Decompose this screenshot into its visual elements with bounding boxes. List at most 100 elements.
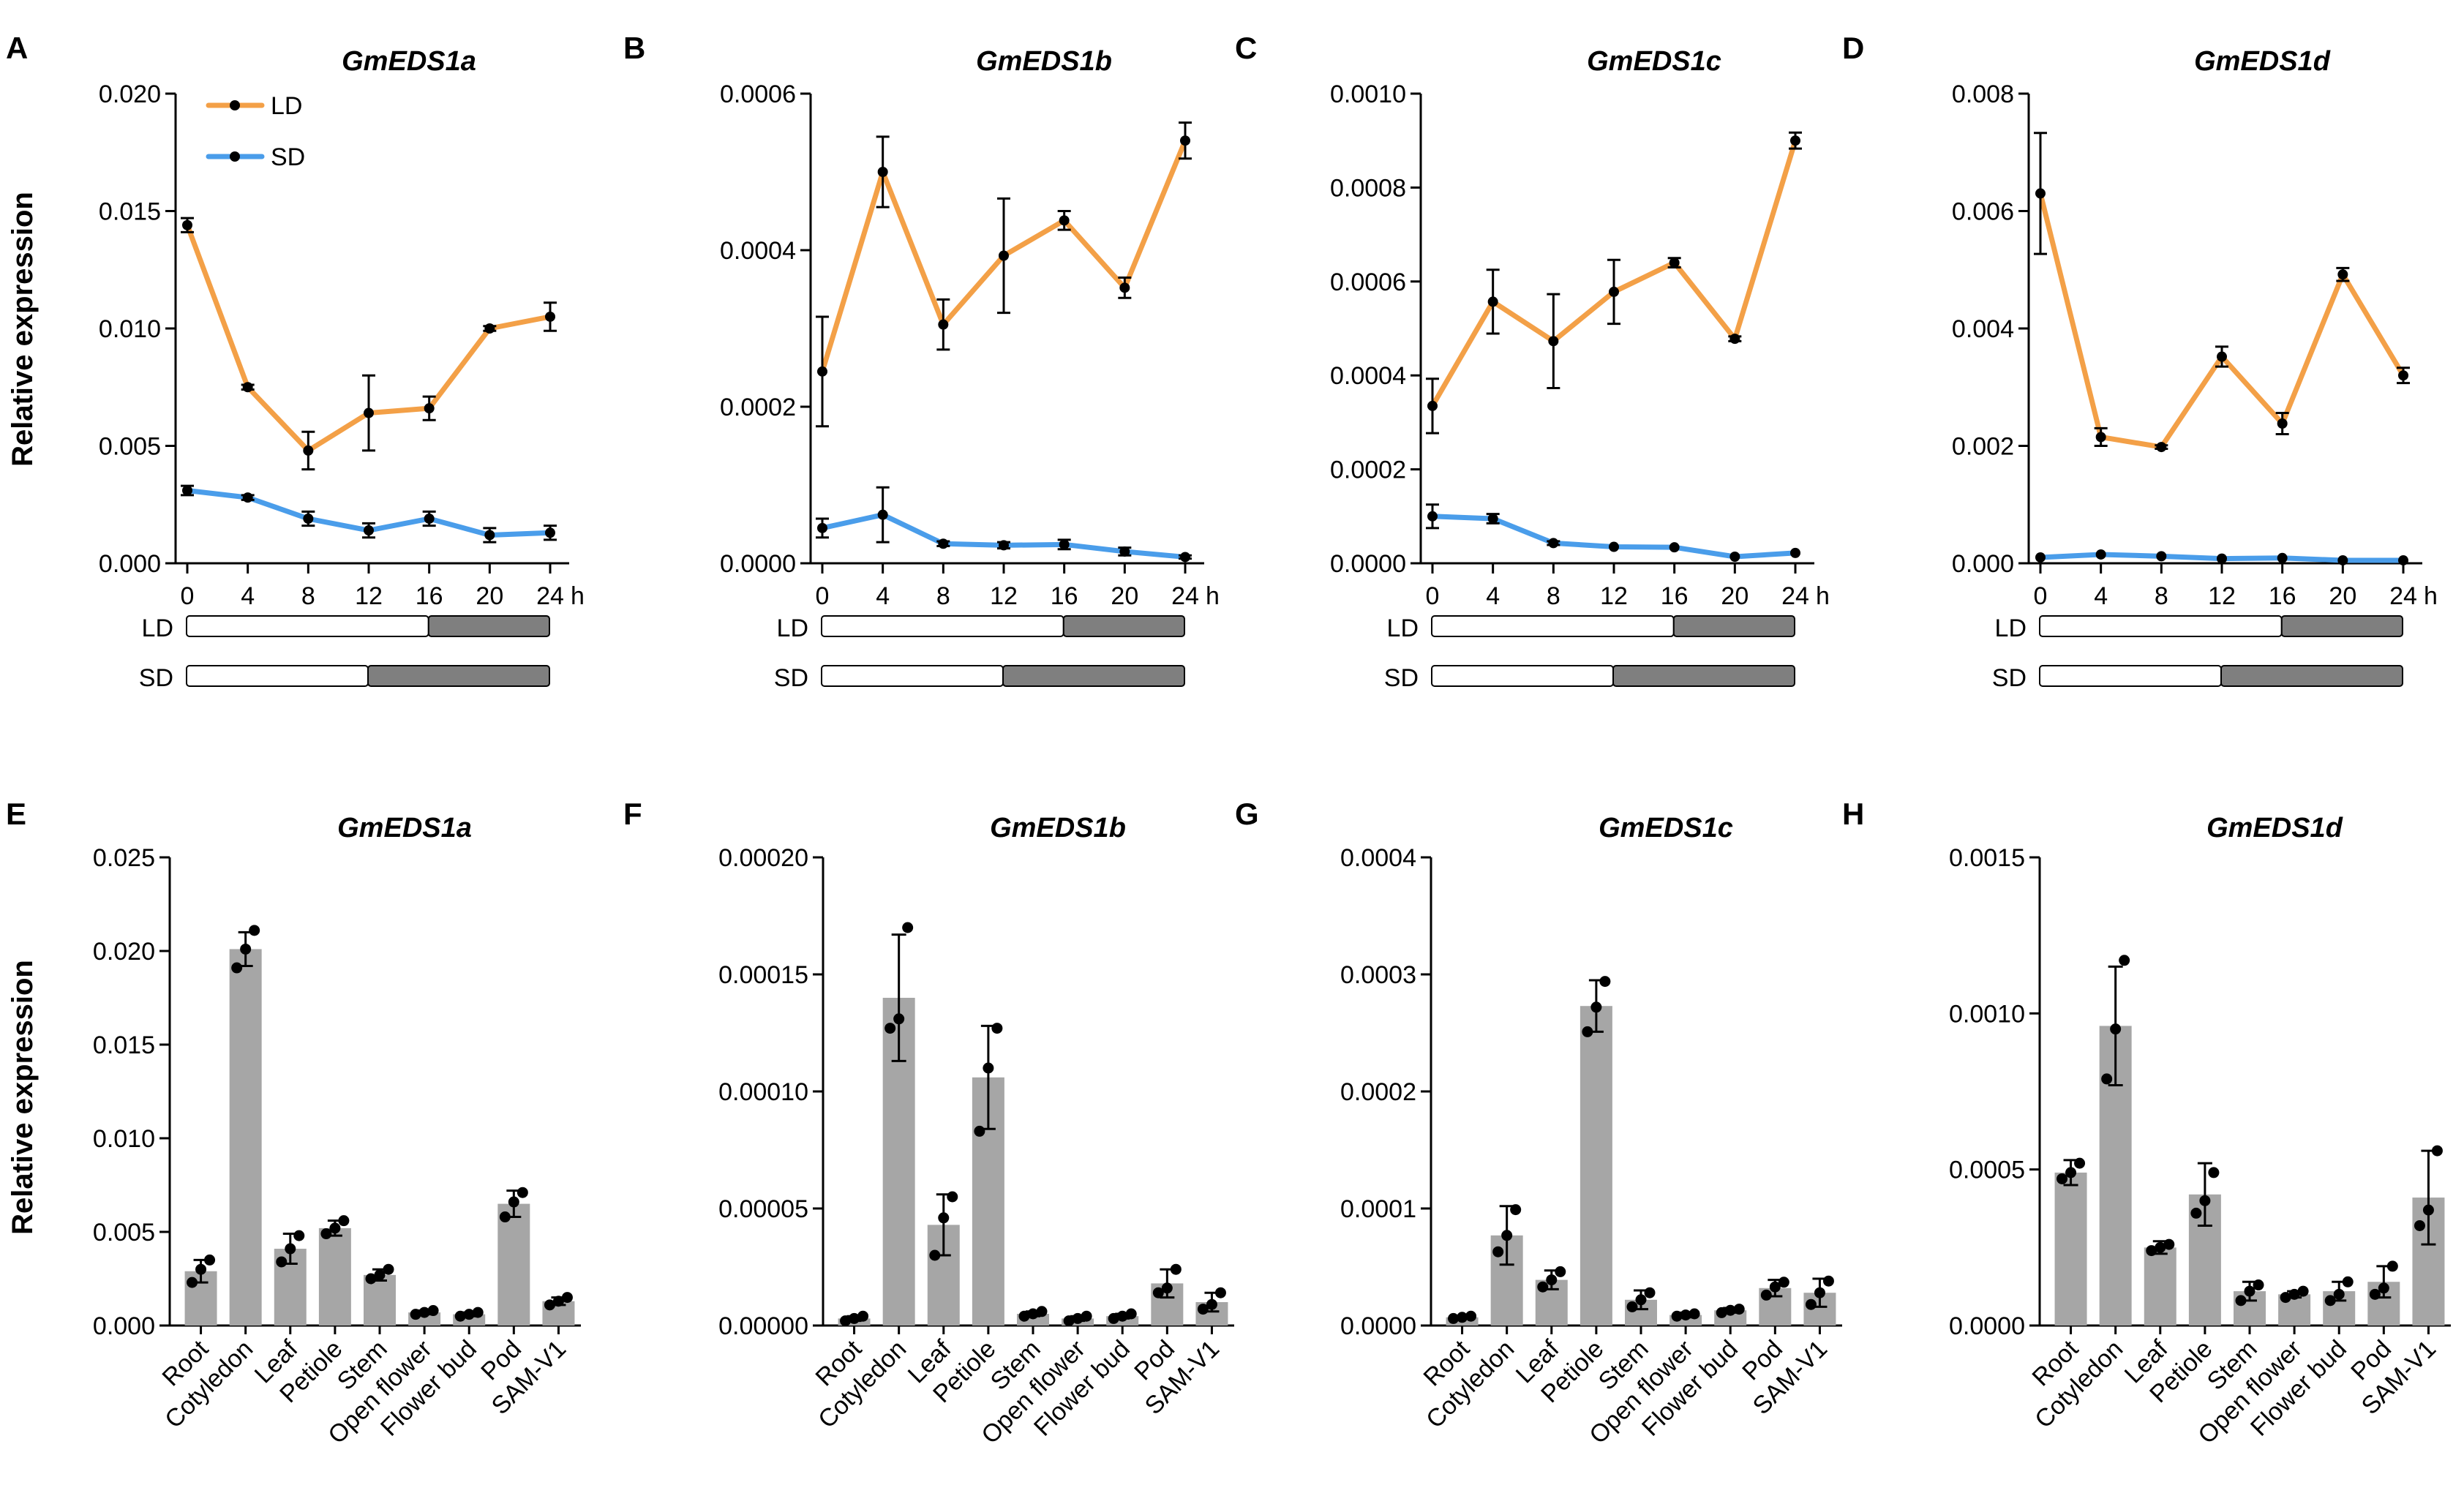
data-point-sd: [2035, 552, 2046, 563]
data-point-ld: [2035, 188, 2046, 199]
y-tick-label: 0.008: [1952, 80, 2014, 108]
data-point-ld: [424, 403, 435, 414]
y-tick-label: 0.00020: [718, 844, 808, 872]
replicate-point: [463, 1309, 475, 1320]
replicate-point: [2342, 1276, 2354, 1287]
replicate-point: [2146, 1245, 2157, 1257]
bar: [497, 1203, 530, 1326]
panel-letter: B: [623, 31, 645, 65]
replicate-point: [929, 1249, 941, 1261]
chart-title: GmEDS1b: [990, 813, 1126, 843]
x-tick-label: 16: [2269, 582, 2296, 610]
replicate-point: [427, 1305, 439, 1317]
data-point-sd: [817, 522, 827, 533]
replicate-point: [517, 1187, 528, 1198]
data-point-ld: [484, 323, 495, 334]
light-period-bar: [821, 665, 1004, 687]
replicate-point: [2378, 1282, 2389, 1294]
line-chart-panel-a: A GmEDS1a 0.000 0.005 0.010 0.015 0.020 0 4 8 12 16…: [6, 31, 585, 692]
series-line-sd: [819, 512, 1188, 560]
replicate-point: [840, 1315, 852, 1327]
data-point-ld: [1790, 135, 1800, 146]
y-tick-label: 0.025: [93, 844, 155, 872]
replicate-point: [1152, 1287, 1164, 1298]
panel-letter: F: [623, 797, 642, 831]
y-tick-label: 0.0001: [1340, 1195, 1416, 1223]
replicate-point: [454, 1310, 466, 1322]
replicate-point: [2110, 1023, 2122, 1035]
replicate-point: [2101, 1073, 2113, 1085]
data-point-sd: [938, 538, 949, 549]
replicate-point: [2280, 1292, 2291, 1304]
data-point-ld: [2156, 442, 2167, 453]
data-point-sd: [182, 485, 192, 496]
y-tick-label: 0.0000: [720, 550, 796, 578]
y-tick-label: 0.00010: [718, 1078, 808, 1106]
x-tick-label: 4: [1486, 582, 1500, 610]
y-tick-label: 0.00005: [718, 1195, 808, 1223]
line-chart-panel-b: B GmEDS1b 0.0000 0.0002 0.0004 0.0006 0 4 8 12 16 2…: [623, 31, 1220, 692]
photoperiod-label: SD: [139, 664, 173, 692]
replicate-point: [1206, 1298, 1217, 1310]
y-tick-label: 0.010: [99, 315, 161, 343]
x-unit-label: h: [2424, 582, 2438, 610]
data-point-ld: [545, 311, 555, 322]
photoperiod-label: LD: [1387, 614, 1419, 642]
x-tick-label: 24: [536, 582, 564, 610]
replicate-point: [1778, 1277, 1789, 1288]
replicate-point: [285, 1243, 296, 1255]
dark-period-bar: [367, 665, 550, 687]
replicate-point: [1492, 1246, 1504, 1257]
x-tick-label: 8: [301, 582, 315, 610]
replicate-point: [2244, 1285, 2255, 1297]
light-period-bar: [186, 665, 369, 687]
photoperiod-label: LD: [777, 614, 808, 642]
chart-title: GmEDS1a: [337, 813, 472, 843]
replicate-point: [1161, 1282, 1173, 1294]
replicate-point: [2074, 1157, 2086, 1169]
x-tick-label: 24: [2389, 582, 2417, 610]
data-point-sd: [2277, 552, 2288, 563]
light-period-bar: [1431, 615, 1675, 637]
replicate-point: [857, 1310, 869, 1322]
y-axis-title: Relative expression: [7, 192, 39, 467]
replicate-point: [2253, 1279, 2264, 1291]
photoperiod-label: SD: [774, 664, 808, 692]
y-tick-label: 0.006: [1952, 198, 2014, 226]
y-tick-label: 0.015: [99, 198, 161, 226]
replicate-point: [893, 1013, 905, 1025]
chart-title: GmEDS1b: [976, 46, 1112, 77]
data-point-ld: [1180, 135, 1190, 146]
bar: [1580, 1006, 1612, 1326]
replicate-point: [1125, 1308, 1137, 1320]
replicate-point: [1081, 1310, 1092, 1322]
y-tick-label: 0.0002: [1330, 456, 1406, 484]
data-point-sd: [2337, 554, 2348, 565]
replicate-point: [2208, 1167, 2220, 1178]
y-tick-label: 0.0010: [1330, 80, 1406, 108]
photoperiod-label: SD: [1384, 664, 1419, 692]
bar-chart-panel-g: G GmEDS1c0.00000.00010.00020.00030.0004Ro…: [1235, 797, 1842, 1449]
chart-title: GmEDS1d: [2206, 813, 2343, 843]
replicate-point: [365, 1273, 377, 1285]
y-tick-label: 0.0002: [1340, 1078, 1416, 1106]
x-tick-label: 20: [1721, 582, 1749, 610]
y-tick-label: 0.002: [1952, 433, 2014, 461]
replicate-point: [1537, 1281, 1549, 1293]
data-point-ld: [242, 382, 253, 393]
y-tick-label: 0.0004: [1330, 362, 1406, 390]
replicate-point: [1072, 1312, 1083, 1324]
replicate-point: [1546, 1274, 1558, 1286]
data-point-sd: [364, 525, 374, 536]
data-point-ld: [1119, 282, 1130, 293]
legend-marker: [230, 100, 240, 110]
replicate-point: [374, 1269, 386, 1281]
y-axis-title: Relative expression: [7, 960, 39, 1235]
replicate-point: [410, 1309, 421, 1320]
y-tick-label: 0.0000: [1949, 1312, 2025, 1340]
x-unit-label: h: [1206, 582, 1220, 610]
replicate-point: [974, 1125, 985, 1137]
replicate-point: [1116, 1310, 1128, 1322]
bar-chart-panel-f: F GmEDS1b 0.00000 0.00005 0.00010 0.00015 0.00…: [623, 797, 1234, 1449]
replicate-point: [552, 1296, 564, 1307]
